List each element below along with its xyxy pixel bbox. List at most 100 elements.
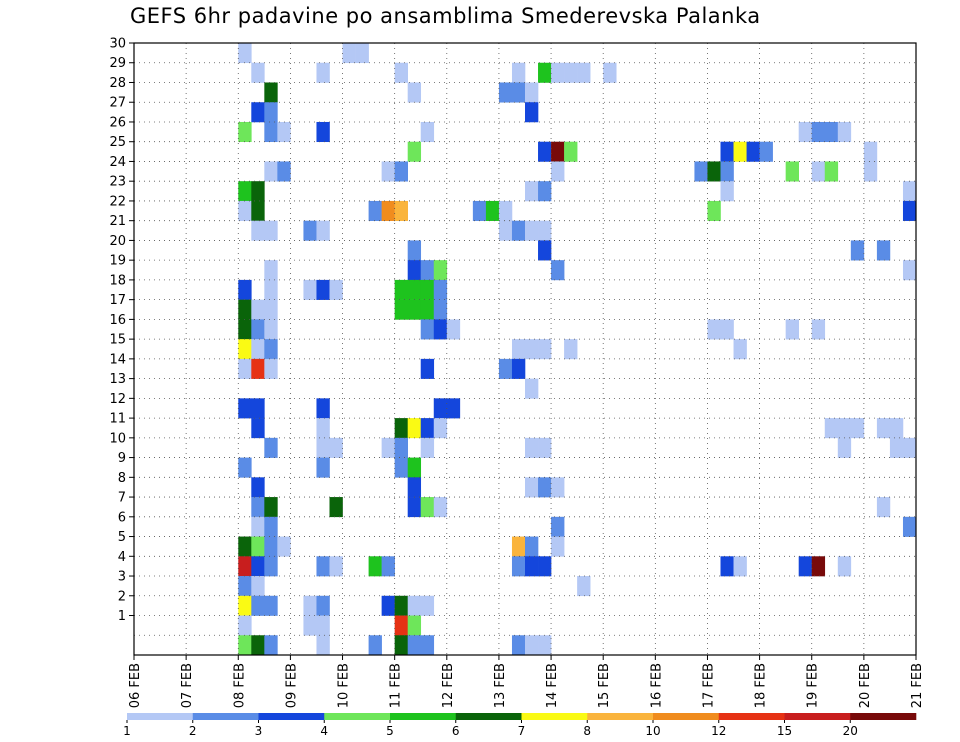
heatmap-cell <box>316 457 330 478</box>
heatmap-cell <box>525 437 539 458</box>
heatmap-cell <box>420 497 435 518</box>
heatmap-cell <box>733 141 747 162</box>
heatmap-cell <box>511 635 526 656</box>
y-tick-label: 13 <box>109 372 126 387</box>
legend-swatch <box>324 713 391 720</box>
heatmap-cell <box>316 279 330 300</box>
heatmap-cell <box>511 556 526 577</box>
heatmap-cell <box>759 141 773 162</box>
heatmap-cell <box>251 418 265 439</box>
heatmap-cell <box>551 260 565 281</box>
heatmap-cell <box>277 536 291 557</box>
x-tick-label: 06 FEB <box>128 663 143 708</box>
heatmap-cell <box>394 457 408 478</box>
heatmap-cell <box>394 595 408 616</box>
heatmap-cell <box>720 161 734 182</box>
x-tick-label: 21 FEB <box>910 663 925 708</box>
y-tick-label: 17 <box>109 293 126 308</box>
heatmap-cell <box>251 635 265 656</box>
heatmap-cell <box>498 82 513 103</box>
heatmap-cell <box>798 556 813 577</box>
color-legend: 1 2 3 4 5 6 7 8 10 12 15 20 <box>123 713 917 738</box>
heatmap-cell <box>433 319 448 340</box>
heatmap-cell <box>238 43 252 64</box>
heatmap-cell <box>303 279 317 300</box>
heatmap-cell <box>303 615 317 636</box>
heatmap-cell <box>876 497 891 518</box>
heatmap-cell <box>329 279 343 300</box>
heatmap-cell <box>564 339 578 360</box>
heatmap-cell <box>798 121 813 143</box>
heatmap-cell <box>525 102 539 123</box>
heatmap-cell <box>394 615 408 636</box>
grid-lines <box>134 43 916 655</box>
y-axis: 3029282726252423222120191817161514131211… <box>109 37 134 624</box>
y-tick-label: 10 <box>109 431 126 446</box>
legend-label: 6 <box>452 724 460 738</box>
heatmap-cell <box>511 220 526 241</box>
heatmap-cell <box>420 418 435 439</box>
heatmap-cell <box>433 279 448 300</box>
heatmap-cell <box>251 536 265 557</box>
heatmap-cell <box>420 260 435 281</box>
heatmap-cell <box>525 536 539 557</box>
y-tick-label: 15 <box>109 333 126 348</box>
heatmap-cell <box>251 595 265 616</box>
legend-label: 5 <box>386 724 394 738</box>
legend-swatch <box>390 713 457 720</box>
legend-label: 12 <box>711 724 726 738</box>
heatmap-cell <box>264 595 278 616</box>
heatmap-cell <box>316 121 330 143</box>
heatmap-cell <box>837 556 852 577</box>
heatmap-cell <box>264 437 278 458</box>
y-tick-label: 22 <box>109 194 126 209</box>
y-tick-label: 20 <box>109 234 126 249</box>
heatmap-cell <box>251 181 265 202</box>
y-tick-label: 8 <box>118 471 126 486</box>
heatmap-cell <box>407 595 422 616</box>
heatmap-cell <box>525 378 539 399</box>
heatmap-cell <box>538 477 552 498</box>
x-tick-label: 11 FEB <box>389 663 404 708</box>
legend-swatch <box>587 713 654 720</box>
legend-swatch <box>192 713 259 720</box>
legend-swatch <box>718 713 785 720</box>
legend-label: 8 <box>583 724 591 738</box>
heatmap-cell <box>446 398 461 419</box>
heatmap-cell <box>316 595 330 616</box>
legend-swatch <box>521 713 588 720</box>
y-tick-label: 23 <box>109 175 126 190</box>
heatmap-cell <box>811 319 826 340</box>
heatmap-cell <box>785 319 799 340</box>
legend-label: 20 <box>843 724 858 738</box>
heatmap-cell <box>446 319 461 340</box>
heatmap-cell <box>525 556 539 577</box>
heatmap-cell <box>538 437 552 458</box>
heatmap-cell <box>251 477 265 498</box>
heatmap-cell <box>394 418 408 439</box>
heatmap-cell <box>251 497 265 518</box>
heatmap-cell <box>538 556 552 577</box>
heatmap-cell <box>837 121 852 143</box>
heatmap-cell <box>251 220 265 241</box>
heatmap-cell <box>407 615 422 636</box>
heatmap-cell <box>889 418 904 439</box>
heatmap-cell <box>251 576 265 597</box>
heatmap-cell <box>407 82 422 103</box>
heatmap-cell <box>746 141 760 162</box>
heatmap-cell <box>329 556 343 577</box>
heatmap-cell <box>238 556 252 577</box>
heatmap-cell <box>394 161 408 182</box>
heatmap-cell <box>381 556 395 577</box>
heatmap-cell <box>420 121 435 143</box>
heatmap-cell <box>238 457 252 478</box>
legend-swatch <box>784 713 851 720</box>
heatmap-cell <box>902 181 917 202</box>
y-tick-label: 2 <box>118 589 126 604</box>
heatmap-cell <box>720 141 734 162</box>
heatmap-cell <box>238 339 252 360</box>
heatmap-cell <box>251 319 265 340</box>
x-axis: 06 FEB 07 FEB 08 FEB 09 FEB 10 FEB 11 FEB 12 F… <box>128 655 925 708</box>
x-tick-label: 13 FEB <box>493 663 508 708</box>
